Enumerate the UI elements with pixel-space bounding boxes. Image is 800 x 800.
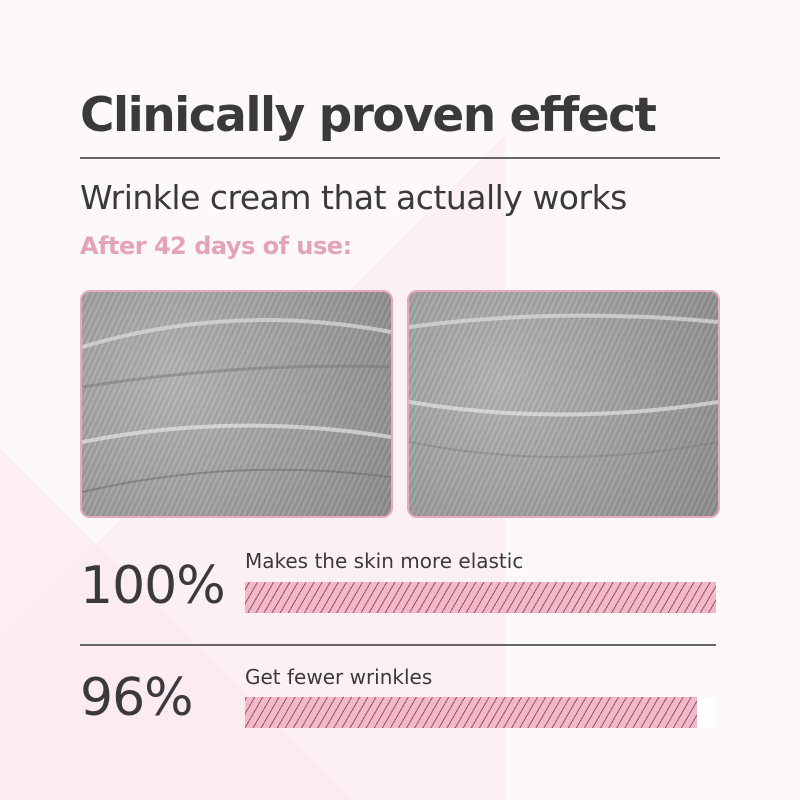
stat-bar-fill <box>245 582 716 613</box>
page-title: Clinically proven effect <box>80 88 657 143</box>
stat-label-wrinkles: Get fewer wrinkles <box>245 665 433 689</box>
stat-bar-wrinkles <box>245 697 716 728</box>
skin-image-before <box>80 290 393 518</box>
stat-bar-fill <box>245 697 698 728</box>
title-divider <box>80 157 720 159</box>
stat-label-elastic: Makes the skin more elastic <box>245 549 524 573</box>
usage-period: After 42 days of use: <box>80 232 352 260</box>
stats-divider <box>80 644 716 646</box>
stat-value-elastic: 100% <box>80 556 226 616</box>
skin-image-after <box>407 290 720 518</box>
stat-bar-elastic <box>245 582 716 613</box>
subtitle: Wrinkle cream that actually works <box>80 178 627 217</box>
stat-value-wrinkles: 96% <box>80 668 194 728</box>
